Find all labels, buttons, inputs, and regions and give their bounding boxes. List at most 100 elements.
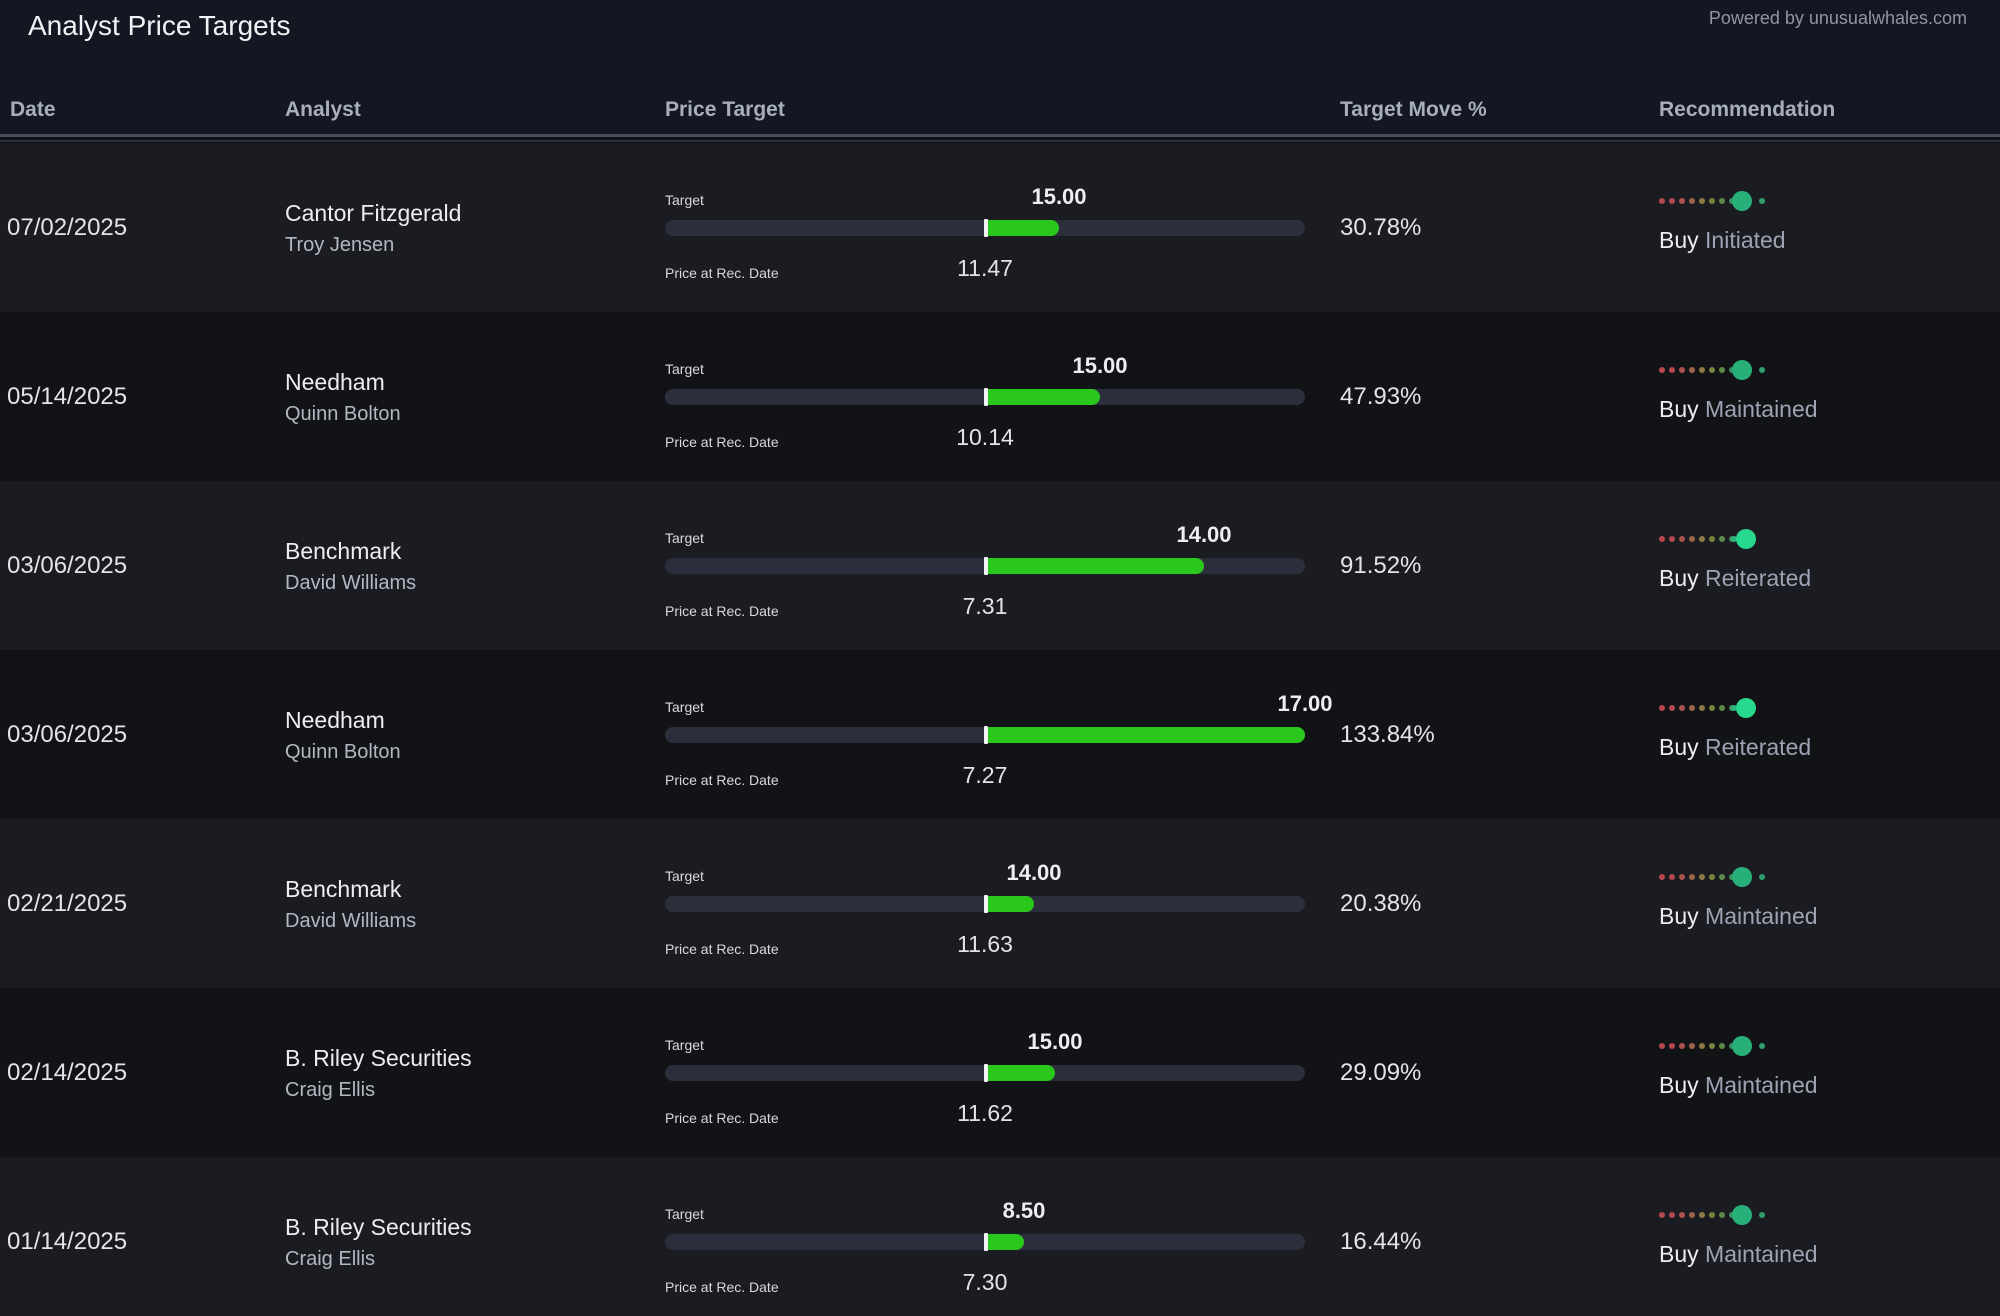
price-at-rec-label: Price at Rec. Date xyxy=(665,603,779,619)
row-date: 02/21/2025 xyxy=(7,890,128,917)
target-price: 15.00 xyxy=(1031,184,1087,209)
rating-dot xyxy=(1689,1212,1695,1218)
target-move-percent: 29.09% xyxy=(1340,1059,1422,1086)
table-header: Date Analyst Price Target Target Move % … xyxy=(0,80,2000,136)
target-move-percent: 16.44% xyxy=(1340,1228,1422,1255)
rating-dot xyxy=(1689,536,1695,542)
table-row[interactable]: 07/02/2025 Cantor Fitzgerald Troy Jensen Ta… xyxy=(0,143,2000,312)
rating-dot xyxy=(1669,1043,1675,1049)
rating-action: Maintained xyxy=(1705,1072,1818,1098)
column-header-recommendation[interactable]: Recommendation xyxy=(1659,98,1836,121)
rating-dot xyxy=(1709,705,1715,711)
target-price: 8.50 xyxy=(1002,1198,1046,1223)
table-row[interactable]: 01/14/2025 B. Riley Securities Craig Ellis… xyxy=(0,1157,2000,1316)
column-header-price-target[interactable]: Price Target xyxy=(665,98,785,121)
rating-dot xyxy=(1709,367,1715,373)
analyst-firm[interactable]: Benchmark xyxy=(285,538,402,564)
analyst-name[interactable]: Craig Ellis xyxy=(285,1079,376,1101)
rating-dot xyxy=(1731,705,1737,711)
rating-dot xyxy=(1689,198,1695,204)
target-move-percent: 20.38% xyxy=(1340,890,1422,917)
rating-action: Maintained xyxy=(1705,903,1818,929)
rating-label: Buy xyxy=(1659,565,1699,591)
analyst-name[interactable]: Troy Jensen xyxy=(285,234,395,256)
column-header-target-move[interactable]: Target Move % xyxy=(1340,98,1487,121)
powered-by-link[interactable]: Powered by unusualwhales.com xyxy=(1708,8,1967,28)
rating-label: Buy xyxy=(1659,1072,1699,1098)
rating-dot xyxy=(1679,874,1685,880)
row-date: 07/02/2025 xyxy=(7,214,128,241)
rating-dot xyxy=(1731,536,1737,542)
target-move-percent: 47.93% xyxy=(1340,383,1422,410)
recommendation: Buy Reiterated xyxy=(1659,734,1811,761)
price-target-bar xyxy=(665,726,1305,744)
rating-dot xyxy=(1719,198,1725,204)
rating-dot-selected xyxy=(1736,529,1756,549)
rating-scale xyxy=(1659,527,1769,551)
analyst-name[interactable]: Quinn Bolton xyxy=(285,741,401,763)
rating-dot xyxy=(1679,536,1685,542)
rating-dot xyxy=(1699,536,1705,542)
analyst-firm[interactable]: Needham xyxy=(285,707,385,733)
rating-action: Maintained xyxy=(1705,1241,1818,1267)
rating-dot xyxy=(1659,874,1665,880)
analyst-firm[interactable]: B. Riley Securities xyxy=(285,1045,472,1071)
row-date: 01/14/2025 xyxy=(7,1228,128,1255)
analyst-firm[interactable]: Needham xyxy=(285,369,385,395)
column-header-date[interactable]: Date xyxy=(10,98,56,121)
recommendation: Buy Maintained xyxy=(1659,1241,1818,1268)
target-move-fill xyxy=(985,1234,1024,1250)
rating-dot xyxy=(1669,874,1675,880)
analyst-name[interactable]: Craig Ellis xyxy=(285,1248,376,1270)
target-label: Target xyxy=(665,699,704,715)
price-at-rec-label: Price at Rec. Date xyxy=(665,434,779,450)
rating-scale xyxy=(1659,1034,1769,1058)
analyst-firm[interactable]: B. Riley Securities xyxy=(285,1214,472,1240)
rating-dot xyxy=(1719,536,1725,542)
row-date: 03/06/2025 xyxy=(7,721,128,748)
rating-dot xyxy=(1719,1043,1725,1049)
table-row[interactable]: 05/14/2025 Needham Quinn Bolton Target 15.00… xyxy=(0,312,2000,481)
target-label: Target xyxy=(665,1037,704,1053)
rating-scale xyxy=(1659,865,1769,889)
rec-price-marker xyxy=(984,557,988,575)
rating-dot xyxy=(1699,1043,1705,1049)
target-move-percent: 91.52% xyxy=(1340,552,1422,579)
row-date: 02/14/2025 xyxy=(7,1059,128,1086)
target-move-fill xyxy=(985,1065,1055,1081)
rating-dot xyxy=(1699,874,1705,880)
rating-dot-selected xyxy=(1732,867,1752,887)
price-at-rec-label: Price at Rec. Date xyxy=(665,1279,779,1295)
target-price: 17.00 xyxy=(1277,691,1333,716)
price-at-rec-value: 10.14 xyxy=(956,424,1014,450)
rating-dot xyxy=(1679,705,1685,711)
analyst-name[interactable]: Quinn Bolton xyxy=(285,403,401,425)
table-row[interactable]: 02/14/2025 B. Riley Securities Craig Ellis… xyxy=(0,988,2000,1157)
price-target-bar xyxy=(665,219,1305,237)
rating-dot xyxy=(1689,1043,1695,1049)
analyst-name[interactable]: David Williams xyxy=(285,572,417,594)
recommendation: Buy Initiated xyxy=(1659,227,1786,254)
rating-dot xyxy=(1709,874,1715,880)
price-at-rec-label: Price at Rec. Date xyxy=(665,772,779,788)
row-date: 03/06/2025 xyxy=(7,552,128,579)
column-header-analyst[interactable]: Analyst xyxy=(285,98,361,121)
rating-dot xyxy=(1689,367,1695,373)
target-move-fill xyxy=(985,727,1305,743)
rating-dot xyxy=(1709,1043,1715,1049)
table-row[interactable]: 03/06/2025 Needham Quinn Bolton Target 17.00… xyxy=(0,650,2000,819)
analyst-firm[interactable]: Benchmark xyxy=(285,876,402,902)
price-target-bar xyxy=(665,557,1305,575)
analyst-name[interactable]: David Williams xyxy=(285,910,417,932)
recommendation: Buy Reiterated xyxy=(1659,565,1811,592)
analyst-firm[interactable]: Cantor Fitzgerald xyxy=(285,200,462,226)
rating-dot-selected xyxy=(1732,1036,1752,1056)
recommendation: Buy Maintained xyxy=(1659,903,1818,930)
rating-dot xyxy=(1659,1043,1665,1049)
table-row[interactable]: 02/21/2025 Benchmark David Williams Target 1… xyxy=(0,819,2000,988)
table-row[interactable]: 03/06/2025 Benchmark David Williams Target 1… xyxy=(0,481,2000,650)
rating-dot xyxy=(1719,874,1725,880)
price-at-rec-value: 7.31 xyxy=(962,593,1008,619)
rating-label: Buy xyxy=(1659,1241,1699,1267)
